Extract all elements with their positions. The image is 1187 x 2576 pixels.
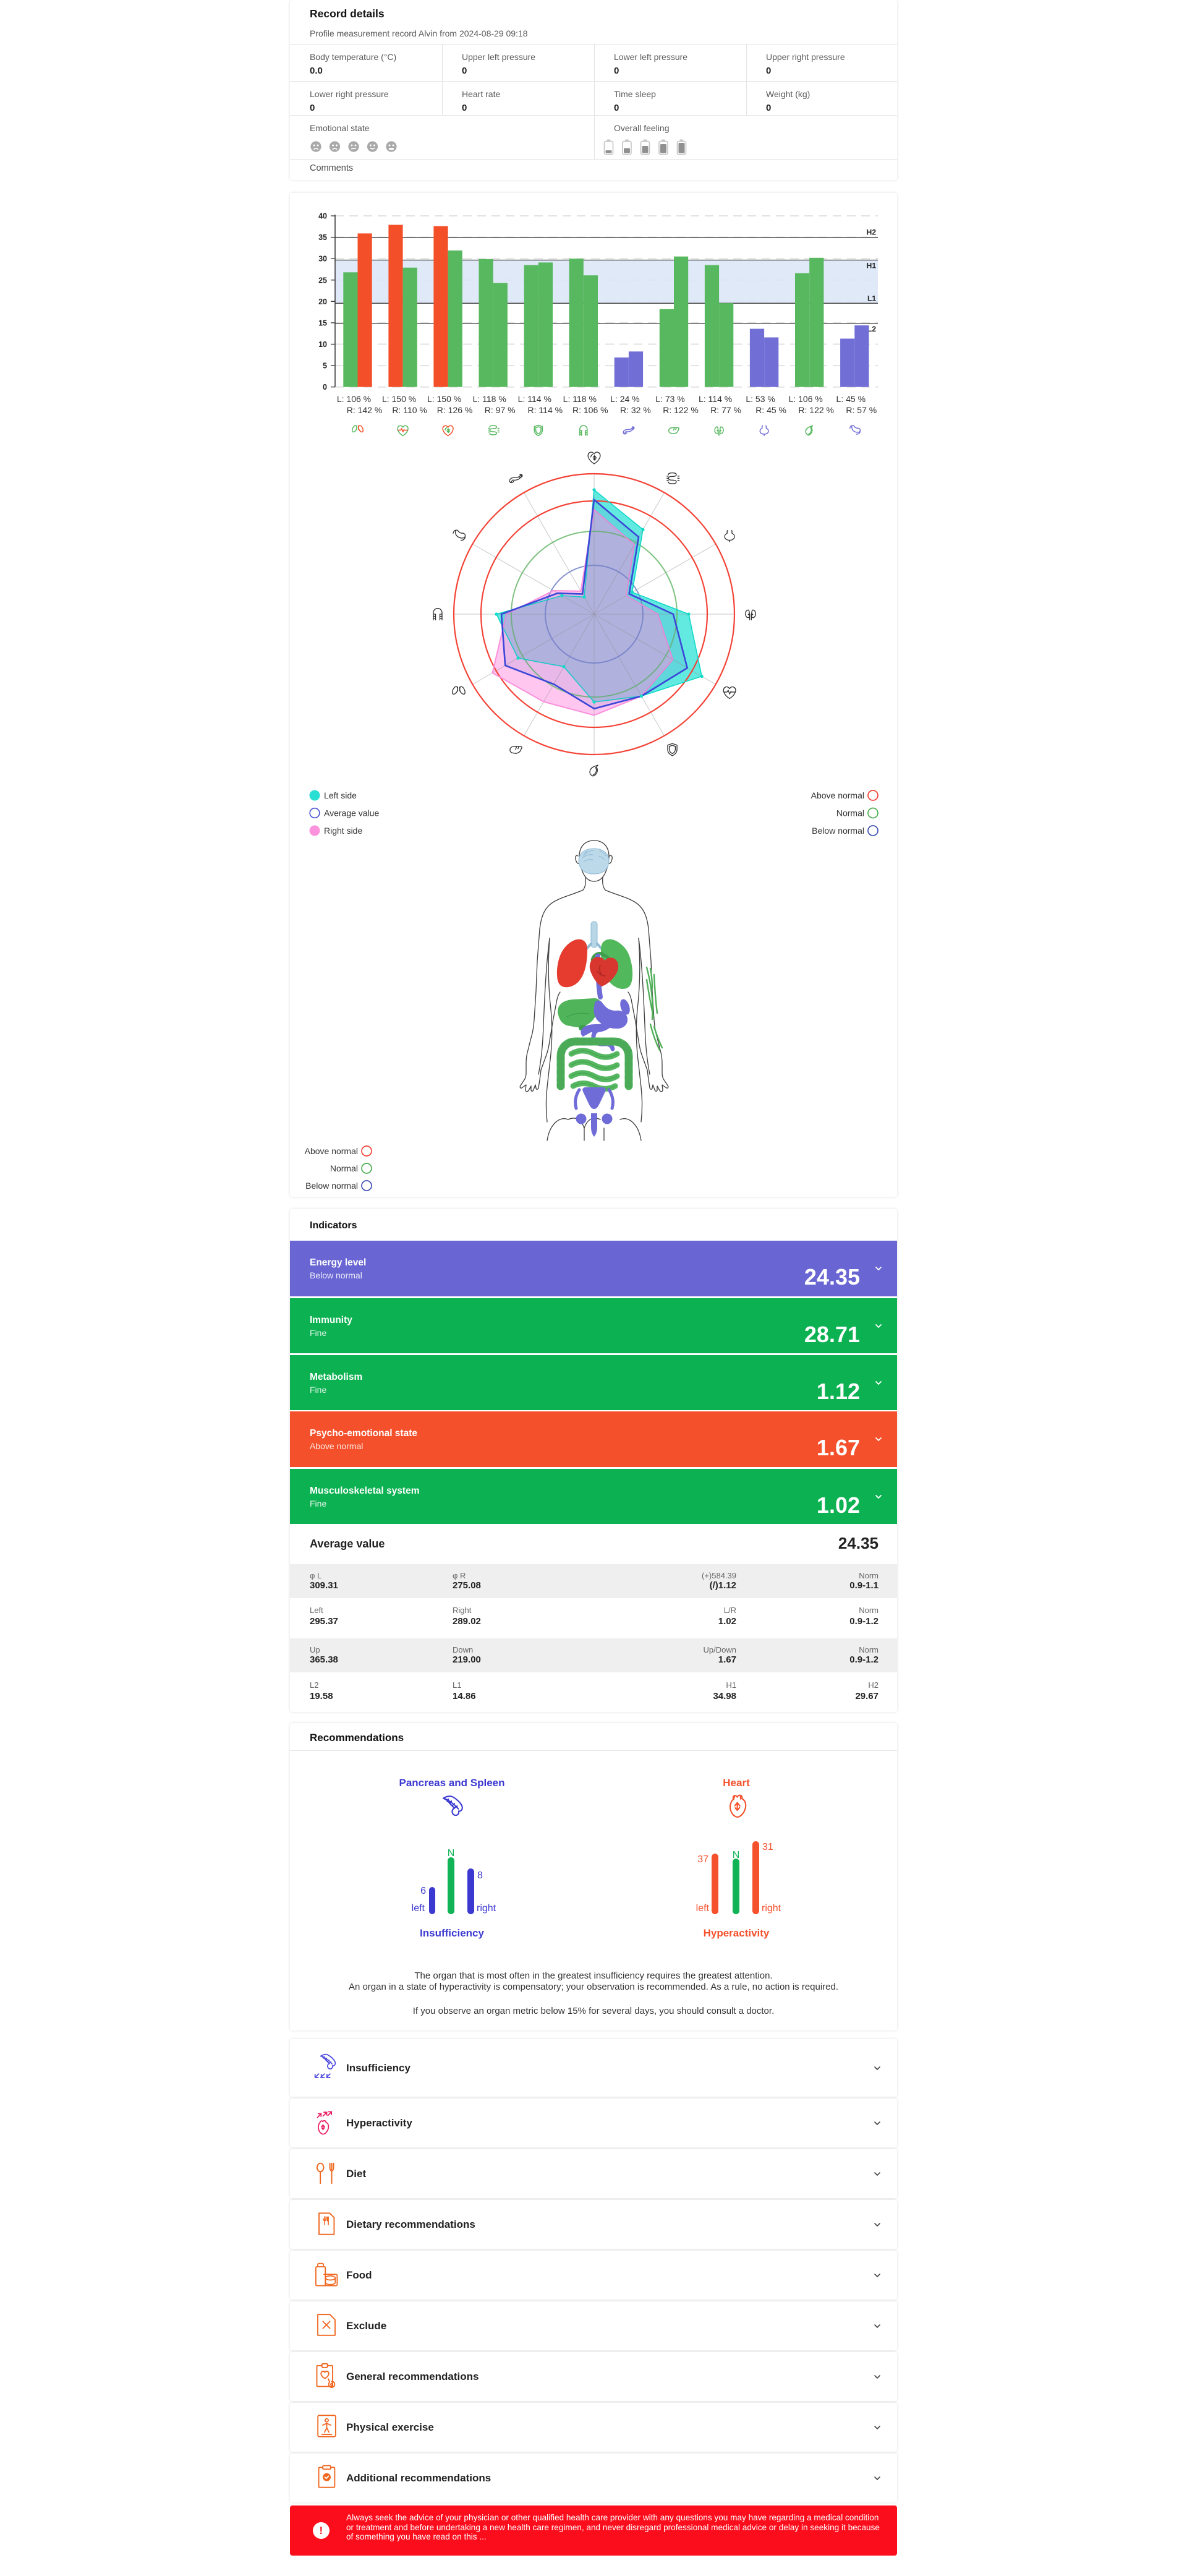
svg-text:L: 73 %: L: 73 %	[655, 394, 684, 404]
svg-text:L: 53 %: L: 53 %	[746, 394, 775, 404]
svg-text:R: 32 %: R: 32 %	[620, 405, 651, 415]
svg-text:30: 30	[318, 255, 327, 263]
svg-text:L: 45 %: L: 45 %	[836, 394, 866, 404]
svg-text:25: 25	[318, 276, 327, 285]
svg-text:L: 118 %: L: 118 %	[473, 394, 506, 404]
svg-text:L: 114 %: L: 114 %	[699, 394, 732, 404]
svg-text:35: 35	[318, 233, 327, 242]
svg-text:L: 150 %: L: 150 %	[427, 394, 461, 404]
svg-text:L: 150 %: L: 150 %	[382, 394, 416, 404]
svg-text:Normal: Normal	[330, 1163, 358, 1173]
svg-text:L1: L1	[867, 294, 876, 302]
svg-text:10: 10	[318, 340, 327, 349]
svg-text:R: 45 %: R: 45 %	[755, 405, 786, 415]
svg-text:Right side: Right side	[324, 826, 362, 836]
svg-text:Below normal: Below normal	[812, 826, 864, 836]
svg-text:Below normal: Below normal	[305, 1181, 358, 1191]
svg-text:Above normal: Above normal	[811, 790, 864, 800]
svg-text:L: 106 %: L: 106 %	[789, 394, 823, 404]
svg-text:R: 97 %: R: 97 %	[485, 405, 516, 415]
svg-text:40: 40	[318, 212, 327, 221]
svg-text:L: 24 %: L: 24 %	[610, 394, 639, 404]
svg-text:R: 142 %: R: 142 %	[347, 405, 383, 415]
svg-text:20: 20	[318, 297, 327, 306]
svg-text:R: 110 %: R: 110 %	[392, 405, 427, 415]
svg-text:Above normal: Above normal	[305, 1146, 358, 1156]
svg-text:0: 0	[323, 383, 327, 392]
svg-text:R: 122 %: R: 122 %	[798, 405, 834, 415]
svg-text:L: 106 %: L: 106 %	[337, 394, 371, 404]
svg-text:L: 114 %: L: 114 %	[518, 394, 551, 404]
svg-text:R: 57 %: R: 57 %	[846, 405, 877, 415]
svg-text:Left side: Left side	[324, 790, 357, 800]
svg-text:R: 77 %: R: 77 %	[710, 405, 741, 415]
svg-text:Normal: Normal	[836, 808, 864, 818]
svg-text:5: 5	[323, 362, 327, 370]
svg-text:Average value: Average value	[324, 808, 379, 818]
svg-text:15: 15	[318, 319, 327, 327]
svg-text:R: 114 %: R: 114 %	[528, 405, 563, 415]
svg-text:R: 122 %: R: 122 %	[663, 405, 699, 415]
svg-text:R: 106 %: R: 106 %	[572, 405, 608, 415]
svg-text:R: 126 %: R: 126 %	[437, 405, 473, 415]
svg-text:L2: L2	[867, 325, 876, 333]
svg-text:H2: H2	[867, 228, 877, 237]
svg-text:H1: H1	[867, 262, 877, 270]
svg-text:L: 118 %: L: 118 %	[563, 394, 597, 404]
